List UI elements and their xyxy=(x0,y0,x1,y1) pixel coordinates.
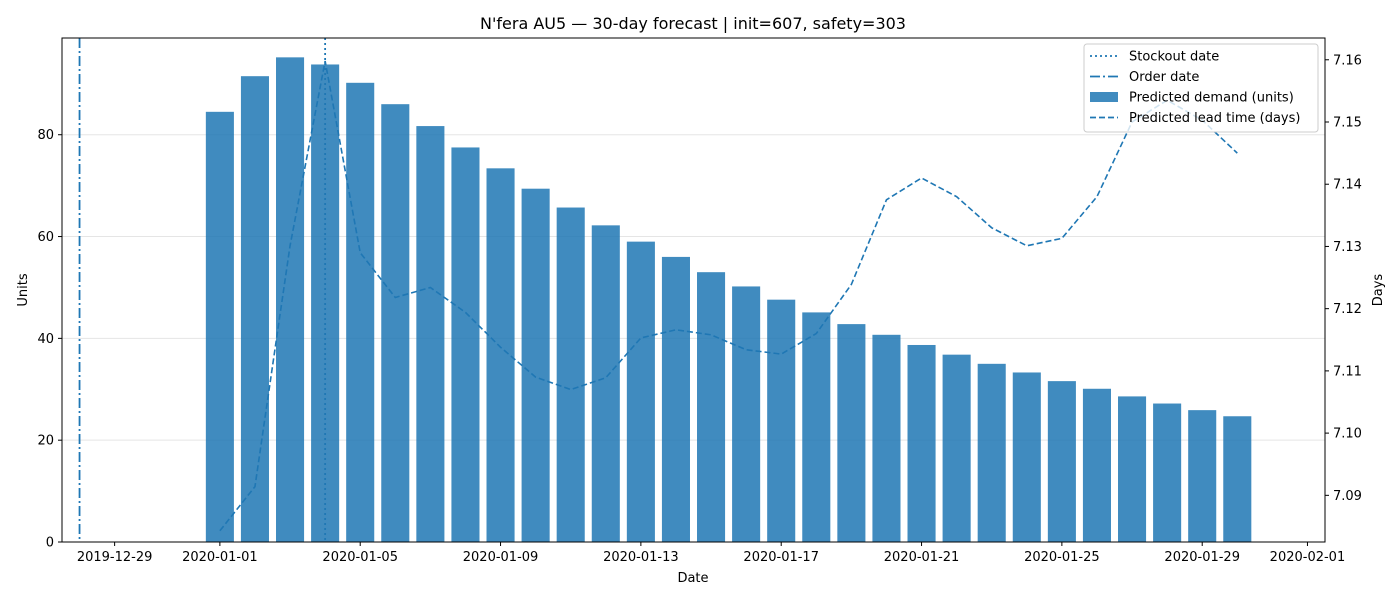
demand-bar xyxy=(1188,410,1217,542)
x-tick-label: 2020-01-13 xyxy=(603,550,679,565)
demand-bar xyxy=(240,76,269,542)
y-tick-label: 80 xyxy=(37,128,54,143)
x-axis-label: Date xyxy=(677,571,708,586)
y2-tick-label: 7.13 xyxy=(1333,240,1362,255)
demand-bar xyxy=(907,344,936,542)
legend-entry: Predicted lead time (days) xyxy=(1129,111,1300,126)
y2-axis-label: Days xyxy=(1371,274,1386,307)
demand-bar xyxy=(451,147,480,543)
legend-swatch-bar xyxy=(1090,92,1118,102)
demand-bar xyxy=(1012,372,1041,542)
y2-tick-label: 7.11 xyxy=(1333,364,1362,379)
demand-bar xyxy=(416,126,445,542)
demand-bar xyxy=(1153,403,1182,542)
demand-bar xyxy=(802,312,831,542)
y-tick-label: 20 xyxy=(37,434,54,449)
x-tick-label: 2020-01-29 xyxy=(1164,550,1240,565)
y-tick-label: 60 xyxy=(37,230,54,245)
demand-bar xyxy=(626,241,655,543)
demand-bar xyxy=(1047,381,1076,542)
y-axis-label: Units xyxy=(16,273,31,306)
demand-bar xyxy=(205,111,234,543)
demand-bar xyxy=(732,286,761,542)
demand-bar xyxy=(942,354,971,542)
chart-title: N'fera AU5 — 30-day forecast | init=607,… xyxy=(480,14,906,33)
legend-entry: Order date xyxy=(1129,70,1199,85)
demand-bar xyxy=(1118,396,1147,542)
demand-bar xyxy=(872,334,901,542)
plot-frame xyxy=(61,37,1326,543)
y2-tick-label: 7.14 xyxy=(1333,178,1362,193)
y-tick-label: 40 xyxy=(37,332,54,347)
demand-bar xyxy=(697,272,726,542)
x-tick-label: 2020-01-05 xyxy=(322,550,398,565)
x-tick-label: 2020-01-01 xyxy=(182,550,258,565)
y-tick-label: 0 xyxy=(46,536,54,551)
x-tick-label: 2020-01-17 xyxy=(743,550,819,565)
lead-time-series-line xyxy=(219,60,1238,532)
demand-bar xyxy=(837,324,866,542)
demand-bar xyxy=(591,225,620,542)
x-tick-label: 2019-12-29 xyxy=(77,550,153,565)
demand-bar xyxy=(486,168,515,542)
y2-tick-label: 7.09 xyxy=(1333,489,1362,504)
demand-bar xyxy=(661,256,690,542)
demand-bar xyxy=(346,82,375,543)
y2-tick-label: 7.15 xyxy=(1333,116,1362,131)
x-tick-label: 2020-01-09 xyxy=(463,550,539,565)
legend-entry: Stockout date xyxy=(1129,50,1219,65)
x-tick-label: 2020-01-25 xyxy=(1024,550,1100,565)
demand-bars xyxy=(205,57,1252,543)
demand-bar xyxy=(1223,416,1252,542)
demand-bar xyxy=(1082,388,1111,542)
y2-tick-label: 7.10 xyxy=(1333,427,1362,442)
x-tick-label: 2020-01-21 xyxy=(884,550,960,565)
y2-tick-label: 7.12 xyxy=(1333,302,1362,317)
y2-tick-label: 7.16 xyxy=(1333,53,1362,68)
demand-bar xyxy=(767,299,796,542)
demand-bar xyxy=(977,363,1006,542)
demand-bar xyxy=(556,207,585,542)
reference-lines xyxy=(78,38,327,542)
demand-bar xyxy=(276,57,305,542)
y-axis-right: 7.09 7.10 7.11 7.12 7.13 7.14 7.15 7.16 xyxy=(1325,53,1362,504)
gridlines xyxy=(62,134,1325,441)
legend-entry: Predicted demand (units) xyxy=(1129,91,1294,106)
demand-bar xyxy=(381,104,410,542)
lead-time-line xyxy=(219,60,1238,532)
x-tick-label: 2020-02-01 xyxy=(1270,550,1346,565)
y-axis-left: 0 20 40 60 80 xyxy=(37,128,62,551)
legend-box xyxy=(1083,43,1319,133)
x-axis: 2019-12-29 2020-01-01 2020-01-05 2020-01-09… xyxy=(77,542,1345,565)
demand-bar xyxy=(521,188,550,542)
legend: Stockout date Order date Predicted demand … xyxy=(1083,43,1319,133)
